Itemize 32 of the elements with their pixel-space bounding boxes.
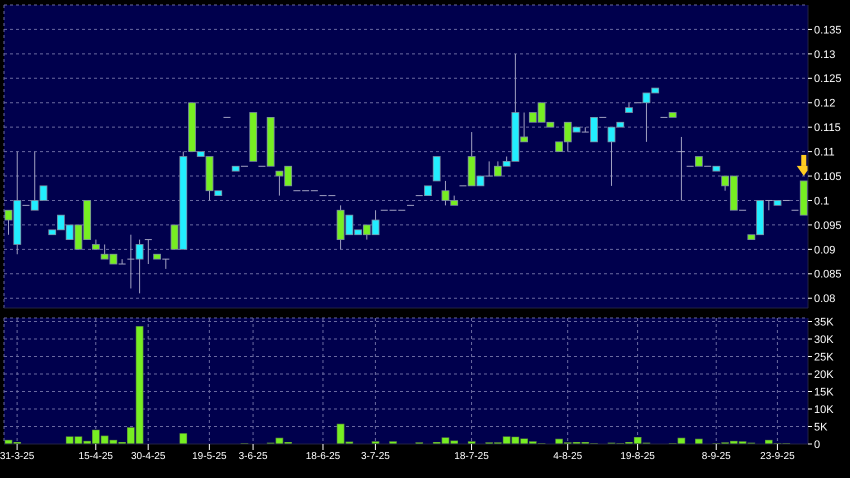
y-tick-label: 0.12 [814, 98, 836, 110]
x-tick-label: 18-7-25 [454, 451, 490, 462]
x-tick-label: 23-9-25 [760, 451, 796, 462]
y-tick-label: 0.08 [814, 293, 836, 306]
x-tick-label: 31-3-25 [0, 451, 35, 462]
y-tick-label: 0 [814, 438, 820, 451]
y-tick-label: 10K [814, 404, 834, 416]
x-tick-label: 3-7-25 [360, 451, 390, 462]
y-tick-label: 0.105 [814, 170, 842, 183]
x-tick-label: 4-8-25 [553, 451, 583, 462]
y-tick-label: 0.09 [814, 244, 836, 256]
y-tick-label: 0.135 [814, 24, 842, 36]
y-tick-label: 30K [814, 334, 834, 346]
y-tick-label: 0.11 [814, 146, 835, 159]
x-tick-label: 15-4-25 [78, 451, 114, 462]
y-tick-label: 0.125 [814, 73, 842, 86]
y-tick-label: 5K [814, 421, 828, 434]
x-tick-label: 19-8-25 [620, 451, 656, 462]
x-tick-label: 8-9-25 [702, 451, 732, 462]
x-tick-label: 18-6-25 [306, 451, 341, 462]
y-tick-label: 0.115 [814, 122, 841, 134]
y-tick-label: 0.085 [814, 268, 842, 281]
y-tick-label: 15K [814, 386, 834, 398]
y-tick-label: 20K [814, 368, 834, 381]
x-tick-label: 30-4-25 [130, 451, 166, 462]
y-tick-label: 0.1 [814, 195, 830, 208]
y-tick-label: 35K [814, 316, 834, 328]
y-tick-label: 25K [814, 351, 834, 364]
x-tick-label: 3-6-25 [238, 451, 268, 462]
y-tick-label: 0.095 [814, 220, 842, 232]
y-tick-label: 0.13 [814, 48, 836, 61]
x-tick-label: 19-5-25 [192, 451, 228, 462]
